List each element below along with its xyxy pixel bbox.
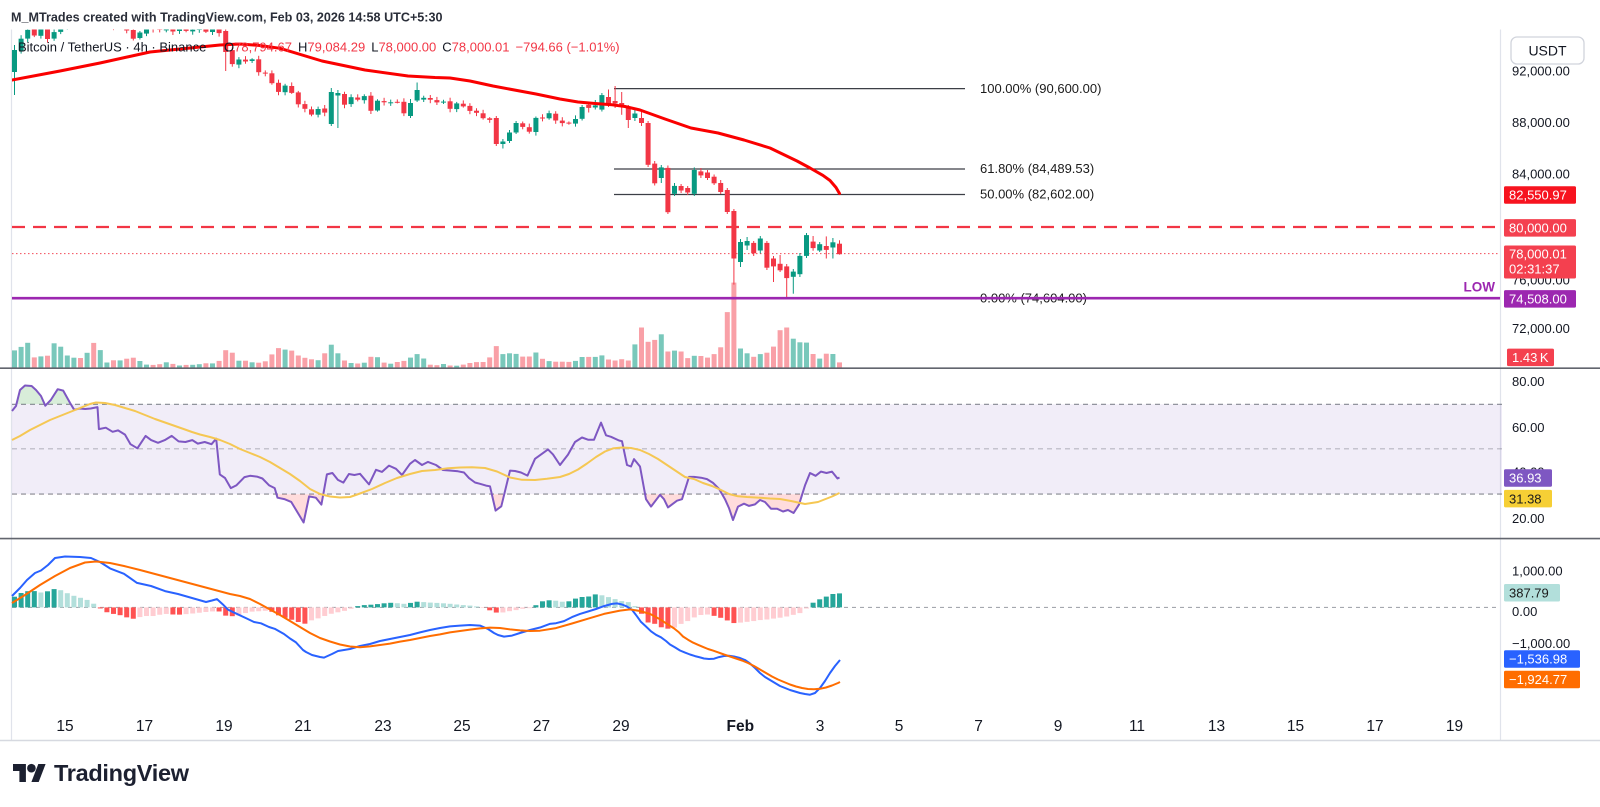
- svg-text:−1,924.77: −1,924.77: [1509, 672, 1567, 687]
- svg-text:387.79: 387.79: [1509, 585, 1549, 600]
- svg-text:17: 17: [1366, 718, 1383, 735]
- svg-text:15: 15: [1287, 718, 1304, 735]
- svg-text:1.43 K: 1.43 K: [1512, 350, 1549, 365]
- svg-text:5: 5: [895, 718, 904, 735]
- svg-text:88,000.00: 88,000.00: [1512, 115, 1570, 130]
- svg-text:19: 19: [1446, 718, 1463, 735]
- svg-text:82,550.97: 82,550.97: [1509, 188, 1567, 203]
- svg-text:20.00: 20.00: [1512, 511, 1545, 526]
- svg-text:1,000.00: 1,000.00: [1512, 564, 1563, 579]
- svg-text:80,000.00: 80,000.00: [1509, 221, 1567, 236]
- svg-text:02:31:37: 02:31:37: [1509, 261, 1560, 276]
- svg-text:31.38: 31.38: [1509, 491, 1542, 506]
- svg-text:100.00% (90,600.00): 100.00% (90,600.00): [980, 81, 1101, 96]
- svg-text:7: 7: [974, 718, 983, 735]
- svg-text:36.93: 36.93: [1509, 471, 1542, 486]
- svg-text:50.00% (82,602.00): 50.00% (82,602.00): [980, 187, 1094, 202]
- svg-text:11: 11: [1129, 718, 1145, 735]
- svg-text:27: 27: [533, 718, 550, 735]
- svg-text:3: 3: [816, 718, 825, 735]
- svg-text:21: 21: [294, 718, 311, 735]
- svg-text:84,000.00: 84,000.00: [1512, 167, 1570, 182]
- svg-text:M_MTrades created with Trading: M_MTrades created with TradingView.com, …: [11, 11, 443, 25]
- svg-text:78,000.01: 78,000.01: [1509, 246, 1567, 261]
- svg-text:72,000.00: 72,000.00: [1512, 321, 1570, 336]
- svg-text:Feb: Feb: [727, 718, 755, 735]
- svg-text:−1,000.00: −1,000.00: [1512, 636, 1570, 651]
- svg-text:USDT: USDT: [1528, 43, 1567, 59]
- svg-text:TradingView: TradingView: [54, 760, 190, 786]
- svg-text:LOW: LOW: [1464, 280, 1496, 295]
- svg-text:25: 25: [453, 718, 470, 735]
- svg-text:60.00: 60.00: [1512, 420, 1545, 435]
- svg-text:15: 15: [56, 718, 73, 735]
- svg-text:13: 13: [1208, 718, 1225, 735]
- svg-text:23: 23: [374, 718, 391, 735]
- svg-text:9: 9: [1054, 718, 1063, 735]
- svg-text:19: 19: [215, 718, 232, 735]
- svg-text:92,000.00: 92,000.00: [1512, 64, 1570, 79]
- svg-text:0.00: 0.00: [1512, 604, 1537, 619]
- svg-text:−1,536.98: −1,536.98: [1509, 652, 1567, 667]
- svg-text:17: 17: [136, 718, 153, 735]
- svg-text:Bitcoin / TetherUS · 4h · Bina: Bitcoin / TetherUS · 4h · Binance: [18, 40, 206, 55]
- svg-text:61.80% (84,489.53): 61.80% (84,489.53): [980, 161, 1094, 176]
- svg-text:74,508.00: 74,508.00: [1509, 292, 1567, 307]
- svg-text:29: 29: [612, 718, 629, 735]
- svg-text:80.00: 80.00: [1512, 374, 1545, 389]
